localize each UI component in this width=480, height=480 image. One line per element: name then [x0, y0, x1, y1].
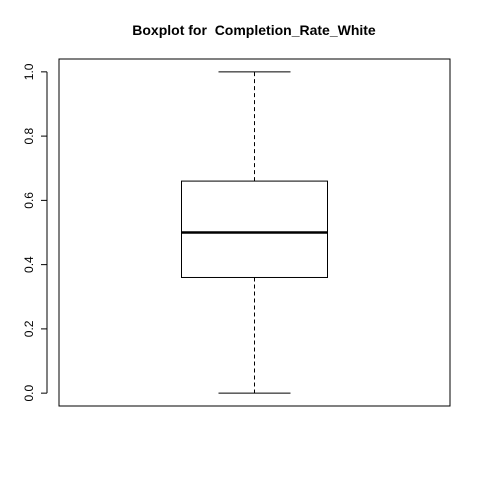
y-axis: 0.0 0.2 0.4 0.6 0.8 1.0: [22, 63, 48, 401]
y-tick-label: 0.4: [22, 256, 36, 273]
y-tick-label: 1.0: [22, 63, 36, 80]
iqr-box: [181, 180, 328, 278]
y-tick-label: 0.8: [22, 127, 36, 144]
chart-title: Boxplot for Completion_Rate_White: [132, 22, 376, 38]
y-tick-label: 0.6: [22, 192, 36, 209]
y-tick-label: 0.2: [22, 320, 36, 337]
boxplot-group: [181, 71, 328, 394]
plot-frame: [58, 58, 451, 407]
y-tick-label: 0.0: [22, 384, 36, 401]
